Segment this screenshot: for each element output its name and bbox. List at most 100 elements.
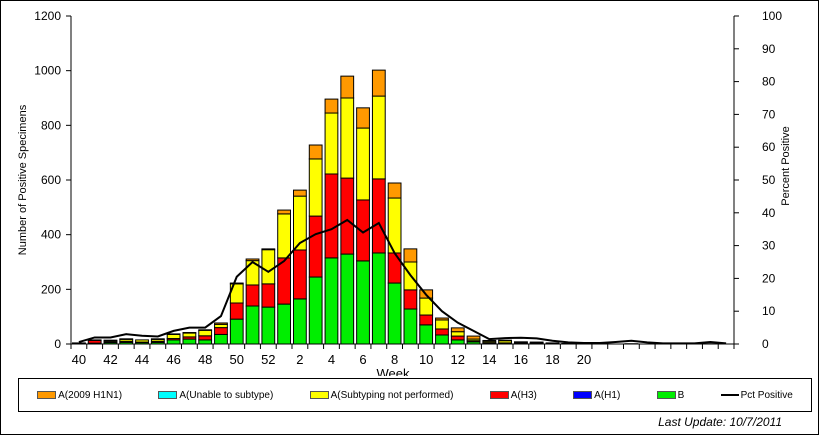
legend-swatch: [656, 391, 676, 399]
y2-tick-label: 20: [762, 271, 776, 285]
y2-tick-label: 80: [762, 75, 776, 89]
bar-segment: [293, 189, 307, 197]
bar-segment: [166, 333, 181, 340]
x-tick-label: 40: [72, 352, 86, 367]
y-axis-label: Number of Positive Specimens: [17, 104, 29, 255]
bar-segment: [261, 306, 276, 345]
legend-label: Pct Positive: [740, 389, 793, 401]
legend-item: Pct Positive: [720, 389, 793, 401]
y-tick-label: 0: [54, 337, 61, 351]
x-tick-label: 8: [391, 352, 398, 367]
legend-swatch: [158, 391, 178, 399]
bar-segment: [371, 69, 386, 97]
legend-item: A(H1): [573, 390, 620, 401]
chart: 0 200 400 600 800 1000 1200 0 10 20 30 40 50 60 70 80 90…: [17, 9, 792, 381]
y2-tick-label: 60: [762, 140, 776, 154]
bar-segment: [450, 335, 465, 341]
y2-tick-label: 0: [762, 337, 769, 351]
bar-segment: [308, 144, 323, 160]
bar-segment: [261, 283, 276, 308]
y2-tick-label: 50: [762, 173, 776, 187]
bar-segment: [340, 177, 355, 255]
bar-segment: [435, 334, 449, 345]
bar-segment: [135, 339, 149, 343]
y2-tick-label: 100: [762, 9, 782, 23]
x-tick-label: 4: [328, 352, 335, 367]
bar-segment: [214, 333, 228, 345]
y2-tick-label: 10: [762, 304, 776, 318]
bar-segment: [403, 248, 418, 263]
bar-segment: [277, 209, 292, 215]
y-tick-label: 800: [41, 118, 61, 132]
legend-item: B: [656, 389, 685, 401]
legend: A(2009 H1N1) A(Unable to subtype) A(Subtyp…: [18, 378, 812, 412]
x-tick-label: 18: [545, 352, 559, 367]
bar-segment: [419, 324, 434, 345]
bar-segment: [245, 284, 260, 307]
bar-segment: [435, 317, 449, 321]
legend-item: A(Subtyping not performed): [309, 390, 453, 401]
y-tick-label: 1000: [34, 64, 61, 78]
y-tick-label: 1200: [34, 9, 61, 23]
bar-segment: [182, 332, 197, 338]
bar-segment: [261, 248, 276, 251]
y2-tick-label: 70: [762, 107, 776, 121]
x-tick-label: 48: [198, 352, 212, 367]
x-tick-label: 52: [261, 352, 275, 367]
bar-segment: [498, 339, 513, 342]
bar-segment: [450, 327, 465, 333]
y-tick-label: 200: [41, 282, 61, 296]
bar-segment: [356, 127, 370, 201]
y-tick-label: 400: [41, 228, 61, 242]
bar-segment: [293, 249, 307, 300]
x-tick-label: 20: [577, 352, 591, 367]
bar-segment: [229, 318, 244, 345]
x-tick-label: 10: [419, 352, 433, 367]
bar-segment: [87, 339, 102, 341]
bar-segment: [435, 328, 449, 336]
bar-segment: [340, 97, 355, 179]
bar-segment: [466, 335, 481, 340]
bar-segment: [371, 252, 386, 345]
bar-segment: [293, 298, 307, 345]
legend-label: B: [677, 389, 685, 401]
bar-segment: [229, 282, 244, 285]
bar-segment: [198, 329, 213, 331]
x-tick-label: 6: [359, 352, 366, 367]
x-tick-label: 42: [103, 352, 117, 367]
bar-segment: [324, 98, 339, 114]
bar-segment: [150, 338, 165, 340]
x-axis-label: Week: [377, 366, 410, 376]
legend-label: A(Unable to subtype): [179, 389, 274, 401]
bar-segment: [340, 253, 355, 345]
x-tick-label: 46: [166, 352, 180, 367]
y2-tick-label: 30: [762, 239, 776, 253]
legend-label: A(H1): [594, 389, 621, 401]
bar-segment: [371, 95, 386, 180]
bar-segment: [182, 332, 197, 334]
legend-label: A(H3): [510, 389, 537, 401]
bar-segment: [387, 282, 402, 345]
bar-segment: [371, 178, 386, 254]
bar-segment: [340, 75, 355, 99]
bar-segment: [245, 258, 260, 262]
bar-segment: [182, 338, 197, 345]
bar-segment: [308, 158, 323, 217]
bar-segment: [435, 319, 449, 330]
y2-tick-label: 90: [762, 42, 776, 56]
bar-segment: [198, 339, 213, 345]
bar-segment: [261, 249, 276, 285]
y2-axis-label: Percent Positive: [780, 126, 792, 205]
bar-segment: [450, 339, 465, 345]
bar-segment: [545, 342, 560, 344]
legend-swatch: [573, 391, 593, 399]
bar-segment: [403, 308, 418, 345]
legend-swatch: [37, 391, 57, 399]
bar-segment: [403, 289, 418, 310]
bar-segment: [308, 276, 323, 345]
bar-segment: [419, 314, 434, 326]
bar-segment: [214, 327, 228, 335]
bar-segment: [387, 182, 402, 199]
legend-label: A(2009 H1N1): [58, 389, 123, 401]
